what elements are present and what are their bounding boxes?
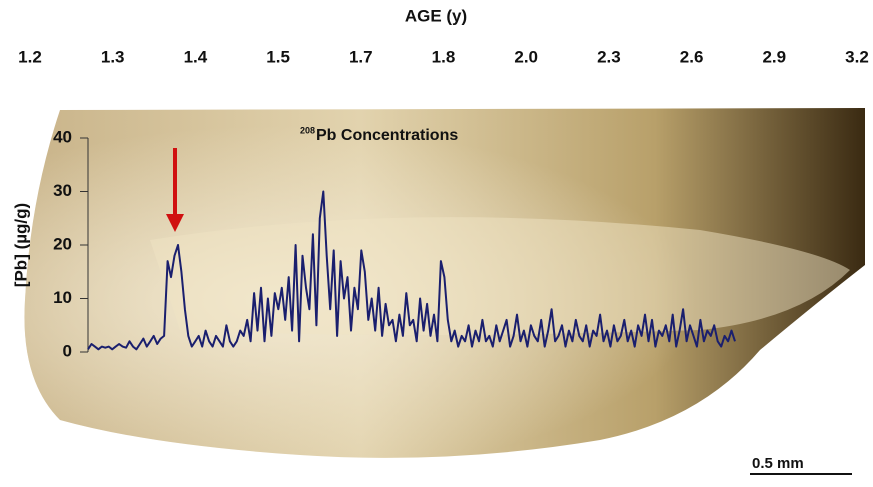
y-tick-label: 40 (53, 127, 72, 146)
top-axis-label: 2.9 (762, 47, 786, 66)
top-axis-label: 2.6 (680, 47, 704, 66)
top-axis-label: 1.4 (184, 47, 208, 66)
y-tick-label: 10 (53, 288, 72, 307)
top-axis-label: 1.3 (101, 47, 125, 66)
annotation-superscript: 208 (300, 125, 315, 135)
top-axis-label: 1.5 (266, 47, 290, 66)
scale-bar-label: 0.5 mm (752, 455, 804, 472)
y-tick-label: 30 (53, 181, 72, 200)
top-axis-label: 2.3 (597, 47, 621, 66)
top-axis-label: 1.8 (432, 47, 456, 66)
enamel-band (150, 217, 850, 335)
annotation: Pb Concentrations (316, 127, 458, 144)
y-tick-label: 20 (53, 234, 72, 253)
arrow-head (166, 214, 184, 232)
top-axis-label: 1.7 (349, 47, 373, 66)
top-axis-label: 1.2 (18, 47, 42, 66)
y-tick-label: 0 (63, 341, 72, 360)
top-axis-title: AGE (y) (405, 6, 467, 25)
top-axis-label: 2.0 (514, 47, 538, 66)
top-axis-label: 3.2 (845, 47, 869, 66)
y-axis-label: [Pb] (µg/g) (11, 203, 30, 287)
data-line (87, 190, 736, 351)
